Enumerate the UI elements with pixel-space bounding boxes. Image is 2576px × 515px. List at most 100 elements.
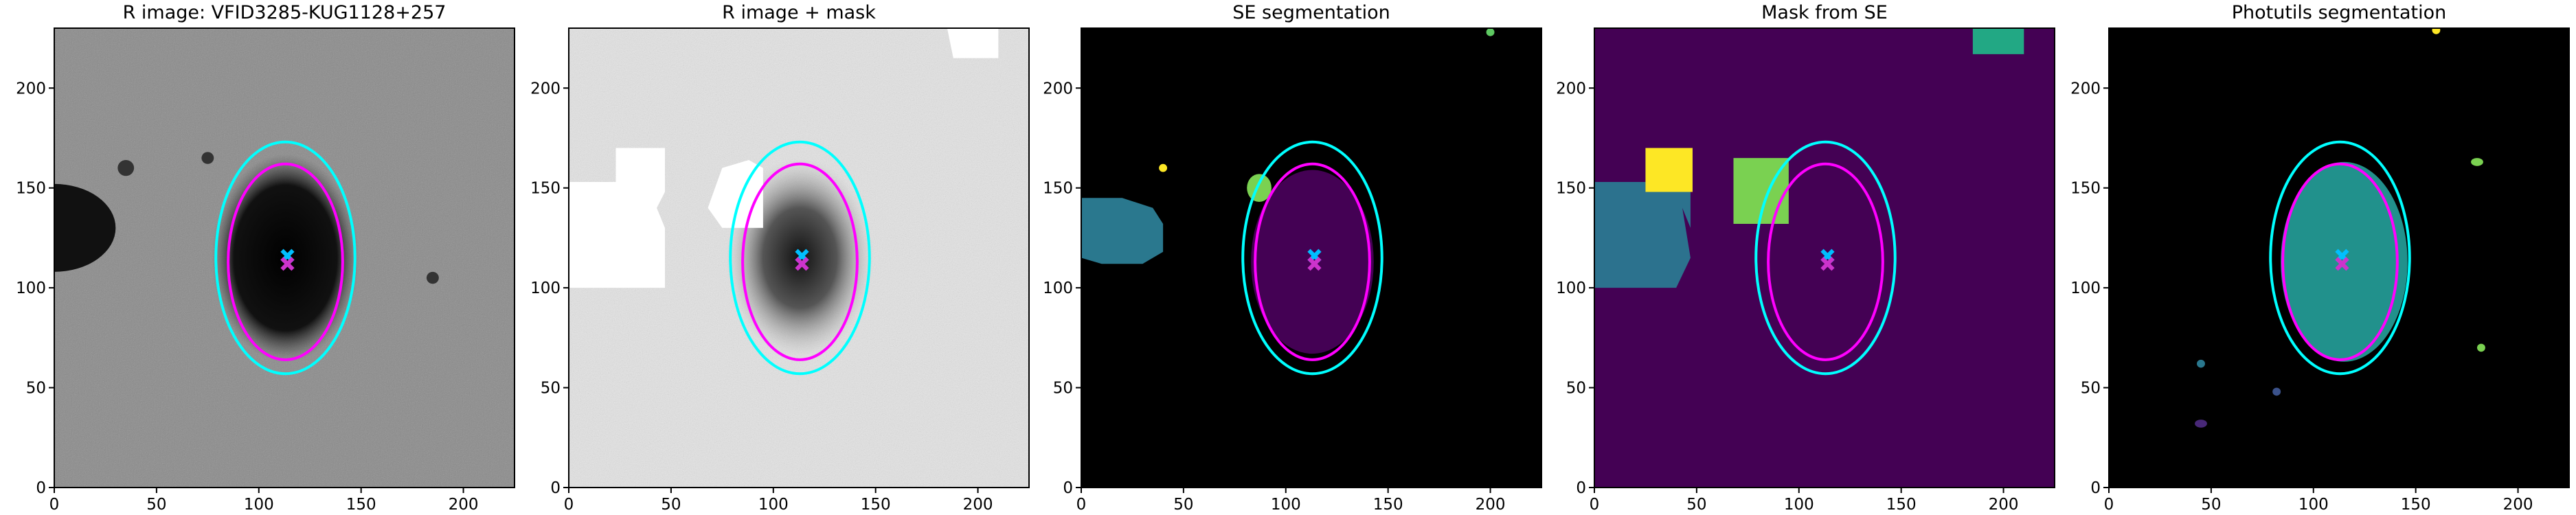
y-tick-label: 0 (1063, 479, 1073, 497)
x-tick-label: 200 (1476, 496, 1506, 514)
image-blob (2272, 387, 2281, 396)
y-tick-label: 100 (530, 279, 561, 297)
image-blob (1159, 163, 1168, 172)
x-tick-label: 0 (1590, 496, 1600, 514)
image-blob (2197, 359, 2205, 368)
image (569, 28, 1029, 488)
image-blob (2471, 158, 2483, 166)
y-tick-label: 100 (1556, 279, 1586, 297)
x-tick-label: 50 (1686, 496, 1706, 514)
aperture-ellipse (1754, 140, 1897, 376)
image-region (1972, 28, 2024, 54)
x-tick-label: 200 (1989, 496, 2019, 514)
x-tick-label: 0 (49, 496, 60, 514)
y-tick-label: 0 (2090, 479, 2101, 497)
y-tick-label: 0 (1576, 479, 1586, 497)
center-marker (1820, 257, 1835, 271)
y-tick-label: 50 (2081, 380, 2101, 398)
aperture-ellipse (1241, 140, 1383, 376)
aperture-ellipse (214, 140, 357, 376)
axes-frame (54, 27, 515, 488)
y-tick-label: 150 (530, 180, 561, 198)
image-region (947, 28, 999, 58)
image-blob (2195, 420, 2207, 428)
axes-frame (1081, 27, 1542, 488)
x-tick-label: 0 (564, 496, 574, 514)
y-tick-label: 0 (550, 479, 561, 497)
x-tick-label: 150 (1886, 496, 1917, 514)
center-marker (280, 257, 295, 271)
x-tick-label: 100 (2298, 496, 2329, 514)
x-tick-label: 0 (1076, 496, 1087, 514)
axes-frame (1594, 27, 2055, 488)
image-blob (201, 152, 214, 164)
y-tick-label: 150 (2070, 180, 2101, 198)
image-region (1081, 198, 1164, 264)
image-region (1733, 158, 1789, 225)
y-tick-label: 50 (541, 380, 561, 398)
image-blob (1486, 28, 1495, 36)
x-tick-label: 50 (2201, 496, 2221, 514)
x-tick-label: 100 (1784, 496, 1814, 514)
x-tick-label: 200 (963, 496, 993, 514)
x-tick-label: 150 (346, 496, 376, 514)
aperture-ellipse (1254, 162, 1371, 361)
panel-title: SE segmentation (1232, 2, 1390, 23)
x-tick-label: 200 (449, 496, 479, 514)
y-tick-label: 200 (2070, 80, 2101, 98)
y-tick-label: 150 (1043, 180, 1073, 198)
x-tick-label: 150 (861, 496, 891, 514)
image-blob (2432, 28, 2441, 34)
y-tick-label: 200 (530, 80, 561, 98)
aperture-ellipse (2269, 140, 2411, 376)
x-tick-label: 50 (661, 496, 681, 514)
axes-frame (568, 27, 1030, 488)
center-marker (795, 257, 809, 271)
image (1081, 28, 1541, 488)
panel: R image: VFID3285-KUG1128+257 0 50 100 150 20… (16, 2, 515, 514)
x-tick-label: 200 (2503, 496, 2533, 514)
panel: Photutils segmentation 0 50 100 150 200 0 50 100… (2070, 2, 2570, 514)
y-tick-label: 50 (1566, 380, 1586, 398)
image (1594, 28, 2055, 488)
image-region (569, 148, 665, 288)
axes-frame (2108, 27, 2570, 488)
x-tick-label: 0 (2104, 496, 2114, 514)
center-marker (1307, 257, 1322, 271)
image-region (1594, 148, 1693, 288)
x-tick-label: 50 (146, 496, 166, 514)
aperture-ellipse (729, 140, 871, 376)
image-blob (426, 271, 439, 284)
image (54, 28, 515, 488)
y-tick-label: 150 (1556, 180, 1586, 198)
y-tick-label: 50 (1053, 380, 1073, 398)
aperture-ellipse (227, 162, 344, 361)
image (2109, 28, 2569, 488)
x-tick-label: 150 (2401, 496, 2431, 514)
panel: SE segmentation 0 50 100 150 200 0 50 100 150 200 (1043, 2, 1542, 514)
y-tick-label: 150 (16, 180, 46, 198)
aperture-ellipse (1767, 162, 1884, 361)
y-tick-label: 0 (36, 479, 46, 497)
y-tick-label: 100 (1043, 279, 1073, 297)
image-blob (2477, 343, 2485, 352)
panel-title: Photutils segmentation (2232, 2, 2447, 23)
y-tick-label: 200 (1556, 80, 1586, 98)
center-marker (2335, 257, 2349, 271)
panel-title: Mask from SE (1761, 2, 1888, 23)
x-tick-label: 100 (1271, 496, 1301, 514)
image-region (1645, 148, 1693, 192)
panel: Mask from SE 0 50 100 150 200 0 50 100 150 200 (1556, 2, 2055, 514)
y-tick-label: 200 (1043, 80, 1073, 98)
y-tick-label: 100 (16, 279, 46, 297)
aperture-ellipse (2281, 162, 2399, 361)
x-tick-label: 150 (1373, 496, 1403, 514)
panel: R image + mask 0 50 100 150 200 0 50 100 150 200 (530, 2, 1030, 514)
y-tick-label: 100 (2070, 279, 2101, 297)
image-blob (117, 159, 135, 176)
x-tick-label: 100 (244, 496, 274, 514)
panel-title: R image + mask (722, 2, 876, 23)
y-tick-label: 200 (16, 80, 46, 98)
panel-title: R image: VFID3285-KUG1128+257 (123, 2, 447, 23)
